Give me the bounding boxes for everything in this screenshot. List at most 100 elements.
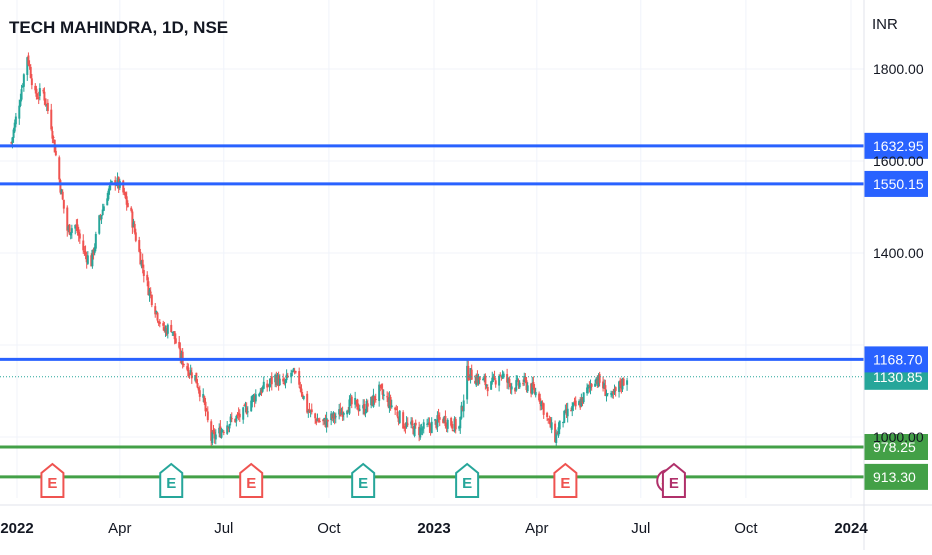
candle-body [333,414,336,419]
candle-body [541,403,544,405]
candle-body [422,422,425,429]
x-tick-label: Jul [631,520,650,537]
candle-body [13,122,16,132]
candle-body [42,90,45,92]
candle-body [366,403,369,407]
candle-body [460,405,463,419]
candle-body [622,378,625,386]
candle-body [475,376,478,386]
candle-body [162,323,165,326]
earnings-event-icon [661,462,686,498]
candle-body [182,364,185,366]
candle-body [94,233,97,249]
candle-body [478,376,481,380]
candle-body [172,331,175,333]
candle-body [532,382,535,388]
candle-body [245,407,248,414]
candle-body [14,116,17,125]
candle-body [350,396,353,405]
candle-body [612,390,615,394]
candle-body [133,223,136,233]
candle-body [403,426,406,429]
x-tick-label: 2022 [0,520,33,537]
candle-body [250,400,253,412]
candle-body [454,418,457,430]
candle-body [476,374,479,383]
candle-body [398,410,401,423]
candle-body [388,397,391,408]
candle-body [163,326,166,332]
candle-body [107,190,110,200]
candle-body [596,380,599,384]
event-marker-label: E [246,475,256,492]
earnings-event-icon [159,462,184,498]
candle-body [558,420,561,430]
currency-label: INR [872,16,898,33]
candle-body [214,434,217,440]
candle-body [252,395,255,398]
candle-body [98,215,101,234]
candle-body [110,181,113,183]
candle-body [68,224,71,235]
candle-body [396,411,399,417]
candle-body [379,384,382,386]
candle-body [219,426,222,438]
candle-body [538,393,541,401]
candle-body [298,371,301,385]
candle-body [141,259,144,268]
candle-body [228,424,231,429]
candle-body [318,421,321,423]
candle-body [547,418,550,420]
candle-body [251,395,254,403]
candle-body [380,384,383,388]
candle-body [21,86,24,88]
candle-body [539,398,542,405]
candle-body [116,177,119,184]
candle-body [236,414,239,416]
candle-body [174,338,177,344]
candle-body [330,413,333,421]
x-tick-label: Jul [214,520,233,537]
candle-body [340,411,343,415]
candle-body [332,412,335,419]
candle-body [38,88,41,97]
candle-body [27,55,30,65]
y-tick-label: 1000.00 [873,429,924,445]
level-label: 913.30 [873,469,916,485]
candle-body [370,396,373,406]
candle-body [364,412,367,414]
level-tag [864,346,928,373]
candle-body [269,378,272,383]
candle-body [260,389,263,394]
candle-body [437,414,440,420]
candle-body [406,423,409,425]
candle-body [258,393,261,396]
candle-body [507,378,510,384]
candle-body [581,397,584,404]
earnings-event-icon [553,462,578,498]
candle-body [28,65,31,67]
y-tick-label: 1400.00 [873,245,924,261]
candle-body [146,274,149,281]
candle-body [365,401,368,413]
candle-body [211,432,214,444]
candle-body [402,412,405,429]
event-marker-label: E [166,475,176,492]
candle-body [494,380,497,385]
candle-body [125,196,128,205]
candle-body [413,423,416,437]
candle-body [590,384,593,387]
candle-body [277,375,280,387]
candle-body [309,410,312,412]
candle-body [468,378,471,380]
candle-body [534,391,537,396]
candle-body [108,186,111,191]
candle-body [122,180,125,193]
candle-body [606,393,609,395]
candle-body [317,419,320,422]
candle-body [445,424,448,428]
candle-body [74,225,77,229]
candle-body [390,405,393,408]
